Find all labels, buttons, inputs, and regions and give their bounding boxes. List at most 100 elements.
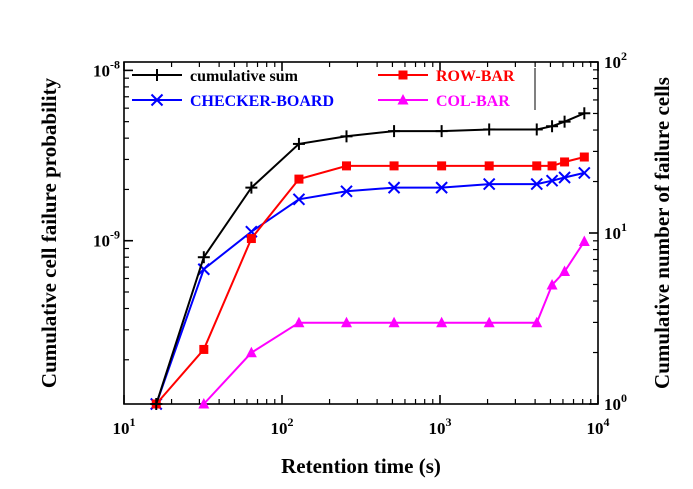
x-tick-label-exponent: 3: [446, 415, 452, 429]
data-point-col-bar: [245, 346, 257, 358]
data-point-checker-board: [482, 177, 496, 191]
legend-item-checker-board: CHECKER-BOARD: [132, 93, 334, 110]
plot-frame: [123, 61, 599, 405]
data-point-checker-board: [387, 181, 401, 194]
data-point-checker-board-b: [292, 193, 306, 206]
data-point-cumulative-sum: [546, 120, 559, 133]
data-point-cumulative-sum: [340, 130, 353, 143]
y-right-tick-label-exponent: 1: [621, 220, 627, 234]
data-point-row-bar: [579, 152, 589, 162]
series-line-cumulative-sum: [155, 112, 585, 405]
data-point-col-bar: [578, 235, 590, 246]
series-line-checker-board: [155, 171, 585, 405]
data-point-checker-board-b: [578, 166, 591, 180]
legend-marker-checker-board-b: [150, 93, 164, 107]
x-tick-label-exponent: 4: [604, 415, 610, 429]
data-point-col-bar: [483, 316, 495, 328]
y-right-tick-label-exponent: 0: [621, 391, 627, 405]
data-point-cumulative-sum: [197, 251, 210, 264]
y-right-tick-label-base: 10: [604, 53, 621, 72]
data-point-col-bar: [546, 278, 558, 290]
data-point-row-bar: [547, 161, 557, 171]
data-point-col-bar: [559, 265, 571, 276]
data-point-cumulative-sum: [558, 115, 571, 128]
data-point-checker-board-b: [435, 181, 448, 194]
x-tick-label-base: 10: [429, 419, 446, 438]
data-point-checker-board: [292, 193, 306, 206]
series-row-bar: [151, 152, 589, 409]
data-point-col-bar: [293, 316, 305, 328]
x-tick-label-exponent: 2: [288, 415, 294, 429]
data-point-cumulative-sum: [292, 137, 305, 150]
x-tick-label-base: 10: [271, 419, 288, 438]
y-left-tick-label-base: 10: [93, 232, 110, 251]
y-left-tick-label-exponent: -9: [110, 228, 120, 242]
x-tick-label-base: 10: [113, 419, 130, 438]
data-point-row-bar: [437, 161, 447, 171]
data-point-checker-board-b: [530, 177, 543, 191]
data-point-row-bar: [560, 157, 570, 167]
y-left-tick-label-exponent: -8: [110, 57, 120, 71]
data-point-cumulative-sum: [435, 125, 448, 138]
data-point-col-bar: [436, 316, 448, 328]
data-point-checker-board: [545, 174, 559, 187]
legend-marker-cumulative-sum: [151, 69, 163, 81]
series-line-row-bar: [155, 156, 585, 405]
data-point-row-bar: [484, 161, 494, 171]
y-right-tick-label: 102: [604, 49, 627, 72]
data-point-cumulative-sum: [578, 107, 591, 120]
data-point-cumulative-sum: [245, 181, 258, 194]
y-left-tick-label: 10-9: [93, 228, 120, 251]
data-point-checker-board: [578, 166, 591, 180]
y-right-tick-label-base: 10: [604, 224, 621, 243]
data-point-checker-board: [435, 181, 448, 194]
data-point-row-bar: [199, 344, 209, 354]
legend-marker-checker-board: [150, 93, 164, 107]
data-point-checker-board: [558, 171, 571, 184]
y-right-axis-title: Cumulative number of failure cells: [650, 77, 674, 389]
data-point-row-bar: [294, 174, 304, 184]
data-point-col-bar: [198, 398, 210, 409]
data-point-checker-board: [530, 177, 543, 191]
x-tick-label-base: 10: [587, 419, 604, 438]
series-col-bar: [198, 235, 590, 409]
data-point-cumulative-sum: [150, 398, 163, 410]
x-tick-label: 104: [587, 415, 610, 438]
data-point-row-bar: [342, 161, 352, 171]
y-left-axis-title: Cumulative cell failure probability: [37, 77, 61, 388]
series-cumulative-sum: [150, 107, 591, 410]
legend-label-row-bar: ROW-BAR: [436, 68, 515, 85]
data-point-row-bar: [532, 161, 542, 171]
legend-label-col-bar: COL-BAR: [436, 93, 510, 110]
y-right-tick-label: 100: [604, 391, 627, 414]
legend-marker-col-bar: [397, 94, 409, 105]
data-point-col-bar: [388, 316, 400, 328]
series-checker-board: [150, 166, 591, 411]
y-right-tick-label: 101: [604, 220, 627, 243]
data-point-checker-board-b: [545, 174, 559, 187]
y-right-tick-label-base: 10: [604, 395, 621, 414]
legend-item-row-bar: ROW-BAR: [378, 68, 515, 85]
data-point-row-bar: [389, 161, 399, 171]
legend: cumulative sum ROW-BAR CHECKER-BOARD COL-BA…: [132, 68, 536, 110]
x-tick-label-exponent: 1: [130, 415, 136, 429]
data-point-checker-board-b: [387, 181, 401, 194]
data-point-checker-board-b: [340, 185, 353, 198]
data-point-col-bar: [341, 316, 353, 328]
y-left-tick-label-base: 10: [93, 61, 110, 80]
series-layer: [150, 107, 591, 411]
data-point-checker-board-b: [558, 171, 571, 184]
x-tick-label: 102: [271, 415, 294, 438]
legend-label-cumulative-sum: cumulative sum: [190, 68, 299, 85]
y-left-tick-label: 10-8: [93, 57, 120, 80]
data-point-checker-board: [340, 185, 353, 198]
x-axis-title: Retention time (s): [281, 454, 441, 478]
legend-marker-row-bar: [398, 70, 408, 80]
legend-label-checker-board: CHECKER-BOARD: [190, 93, 334, 110]
y-right-tick-label-exponent: 2: [621, 49, 627, 63]
x-tick-label: 103: [429, 415, 452, 438]
data-point-col-bar: [531, 316, 543, 328]
